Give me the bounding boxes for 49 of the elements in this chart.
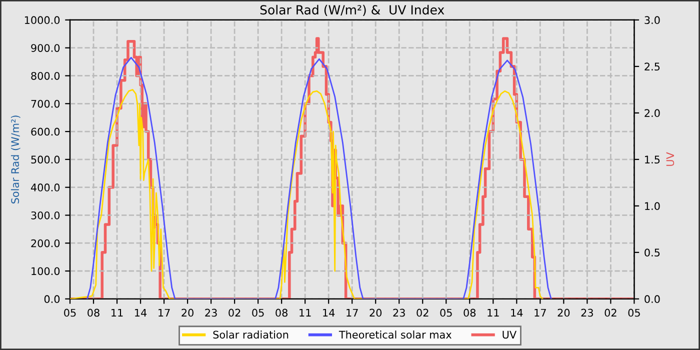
legend-label: Solar radiation	[213, 330, 288, 339]
x-tick-label: 20	[558, 308, 570, 317]
y2-tick-label: 1.0	[645, 202, 660, 210]
x-tick-label: 14	[511, 308, 523, 317]
x-tick-label: 08	[464, 308, 476, 317]
x-tick-label: 02	[604, 308, 616, 317]
y2-tick-label: 3.0	[644, 16, 660, 24]
y-tick-label: 200.0	[31, 239, 60, 248]
x-tick-label: 20	[182, 308, 194, 317]
x-tick-label: 05	[440, 308, 452, 317]
x-tick-label: 08	[276, 308, 288, 317]
y2-tick-label: 2.5	[644, 62, 660, 71]
x-tick-label: 11	[488, 308, 499, 317]
x-tick-label: 05	[64, 308, 76, 317]
x-tick-label: 14	[323, 308, 335, 317]
y-tick-label: 0.0	[44, 295, 60, 304]
x-tick-label: 23	[205, 308, 217, 317]
x-tick-label: 11	[300, 308, 311, 317]
x-tick-label: 11	[112, 308, 123, 317]
y-tick-label: 800.0	[31, 72, 60, 80]
legend-label: Theoretical solar max	[338, 330, 452, 339]
y-tick-label: 400.0	[30, 184, 60, 192]
x-tick-label: 14	[135, 308, 147, 317]
y-tick-label: 300.0	[31, 211, 60, 220]
x-tick-label: 17	[158, 308, 170, 317]
x-tick-label: 23	[581, 308, 593, 317]
x-tick-label: 02	[416, 308, 428, 317]
y-tick-label: 700.0	[31, 100, 60, 108]
y-tick-label: 900.0	[31, 44, 60, 52]
x-tick-label: 05	[252, 308, 264, 317]
y2-axis-title: UV	[666, 152, 674, 166]
x-tick-label: 02	[228, 308, 240, 317]
legend-label: UV	[502, 330, 516, 339]
y2-tick-label: 2.0	[644, 109, 660, 118]
x-tick-label: 17	[346, 308, 358, 317]
y2-tick-label: 0.0	[644, 295, 660, 304]
x-tick-label: 23	[393, 308, 405, 317]
y-tick-label: 1000.0	[24, 16, 60, 24]
y2-tick-label: 1.5	[645, 156, 660, 164]
y-tick-label: 600.0	[31, 128, 60, 136]
x-tick-label: 20	[370, 308, 382, 317]
y-tick-label: 100.0	[32, 267, 60, 276]
x-tick-label: 05	[628, 308, 640, 317]
chart-title: Solar Rad (W/m²) & UV Index	[260, 4, 444, 16]
y2-tick-label: 0.5	[644, 248, 660, 257]
y-axis-title: Solar Rad (W/m²)	[10, 116, 20, 204]
y-tick-label: 500.0	[31, 156, 60, 164]
x-tick-label: 08	[88, 308, 100, 317]
x-tick-label: 17	[534, 308, 546, 317]
